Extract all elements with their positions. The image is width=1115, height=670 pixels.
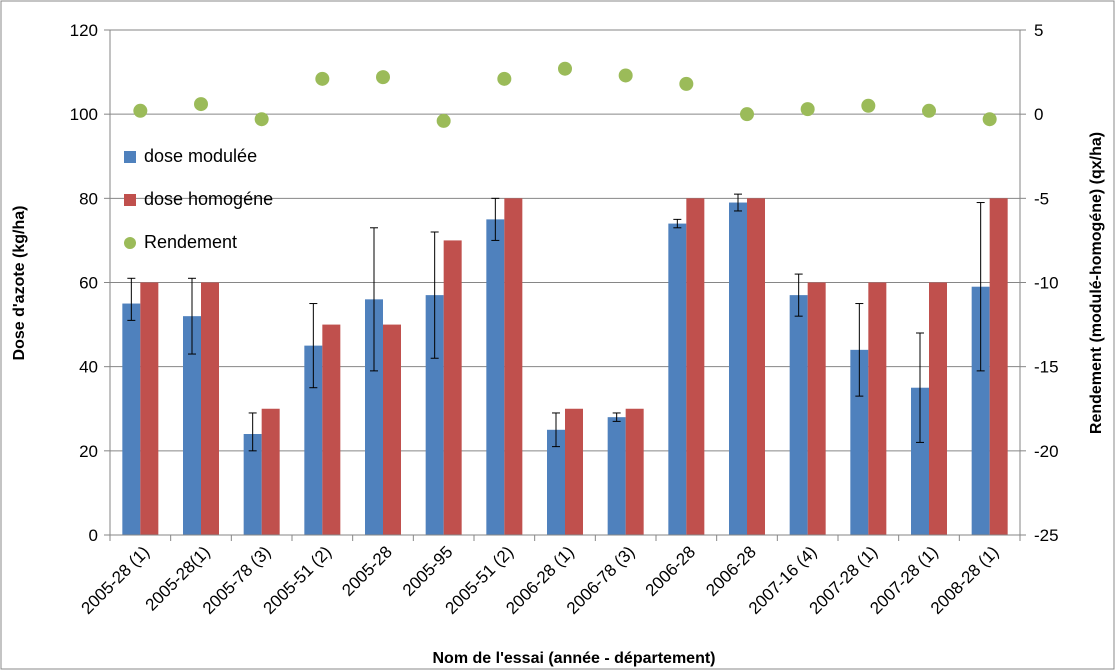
y2-tick-label: -5 [1034,189,1049,208]
point-rendement [618,68,633,83]
legend-label: dose homogéne [144,189,273,209]
bar-dose-modulee [668,223,687,536]
x-axis-title: Nom de l'essai (année - département) [433,650,716,667]
bar-dose-homogene [383,324,401,535]
point-rendement [982,112,997,127]
bar-dose-modulee [850,349,869,535]
bar-dose-homogene [322,324,341,535]
y-tick-label: 100 [70,105,98,124]
point-rendement [133,103,148,118]
point-rendement [679,76,694,91]
bar-dose-homogene [747,198,765,536]
bar-dose-modulee [911,387,929,535]
bar-dose-homogene [504,198,523,536]
y-tick-label: 0 [89,526,98,545]
bar-dose-modulee [486,219,505,535]
point-rendement [254,112,269,127]
bar-dose-homogene [989,198,1008,536]
bar-dose-modulee [304,345,323,535]
point-rendement [497,71,512,86]
point-rendement [558,61,572,76]
bar-dose-modulee [365,299,383,535]
y2-tick-label: -15 [1034,358,1059,377]
bar-dose-homogene [686,198,705,536]
y2-tick-label: 5 [1034,21,1043,40]
point-rendement [740,107,754,122]
y2-axis-title: Rendement (modulé-homogéne) (qx/ha) [1088,132,1105,434]
bar-dose-homogene [261,408,280,535]
y2-tick-label: -10 [1034,274,1059,293]
point-rendement [436,113,451,128]
bar-dose-modulee [122,303,141,535]
bar-dose-homogene [443,240,462,535]
y2-tick-label: 0 [1034,105,1043,124]
bar-dose-homogene [868,282,887,535]
bar-dose-modulee [607,417,626,535]
y-tick-label: 80 [79,189,98,208]
y2-tick-label: -20 [1034,442,1059,461]
bar-dose-modulee [971,286,990,535]
bar-dose-modulee [729,202,747,535]
bar-dose-modulee [789,295,808,535]
point-rendement [922,103,936,118]
bar-dose-modulee [425,295,444,535]
bar-dose-homogene [807,282,826,535]
bar-dose-homogene [201,282,219,535]
point-rendement [800,102,815,117]
point-rendement [315,71,330,86]
y-axis-title: Dose d'azote (kg/ha) [11,206,28,361]
bar-dose-modulee [547,429,565,535]
point-rendement [194,97,208,112]
point-rendement [376,70,390,85]
legend-swatch-dose-modulee [124,151,136,163]
legend-swatch-dose-homogene [124,194,136,206]
legend-label: Rendement [144,232,237,252]
y-tick-label: 20 [79,442,98,461]
y-tick-label: 120 [70,21,98,40]
bar-dose-homogene [140,282,159,535]
legend-label: dose modulée [144,146,257,166]
bar-dose-homogene [625,408,644,535]
y-tick-label: 60 [79,274,98,293]
y-tick-label: 40 [79,358,98,377]
y2-tick-label: -25 [1034,526,1059,545]
bar-dose-homogene [929,282,947,535]
bar-dose-modulee [243,434,262,535]
bar-dose-homogene [565,408,583,535]
point-rendement [861,98,876,113]
bar-dose-modulee [183,316,201,535]
legend-swatch-rendement [124,237,136,249]
